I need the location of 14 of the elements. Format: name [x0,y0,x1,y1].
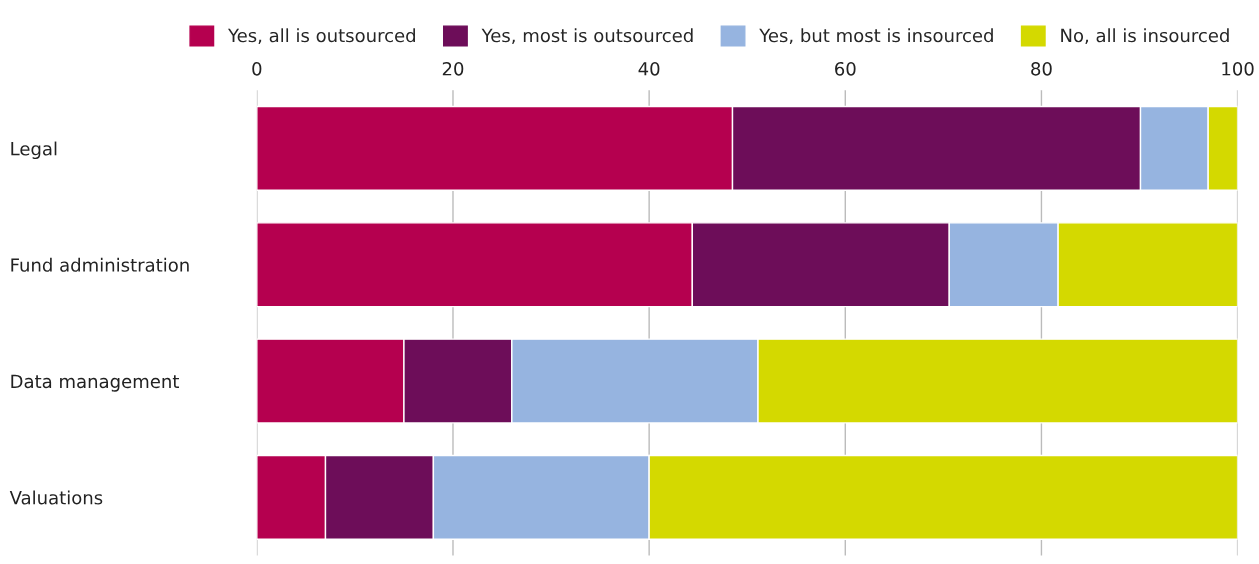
y-tick-label: Data management [11,374,179,392]
y-tick-label: Fund administration [11,257,189,272]
y-tick-label: Valuations [9,490,103,505]
y-tick-label: Legal [11,141,57,160]
legend-label: Yes, most is outsourced [481,28,693,45]
legend-label: Yes, all is outsourced [227,28,415,45]
x-tick-label: 0 [252,61,262,76]
x-tick-label: 40 [638,61,660,76]
x-tick-label: 60 [835,61,856,76]
x-tick-label: 80 [1031,61,1052,76]
legend-label: Yes, but most is insourced [759,28,993,45]
legend-label: No, all is insourced [1061,28,1229,45]
x-tick-label: 100 [1222,61,1254,76]
x-tick-label: 20 [442,61,464,76]
